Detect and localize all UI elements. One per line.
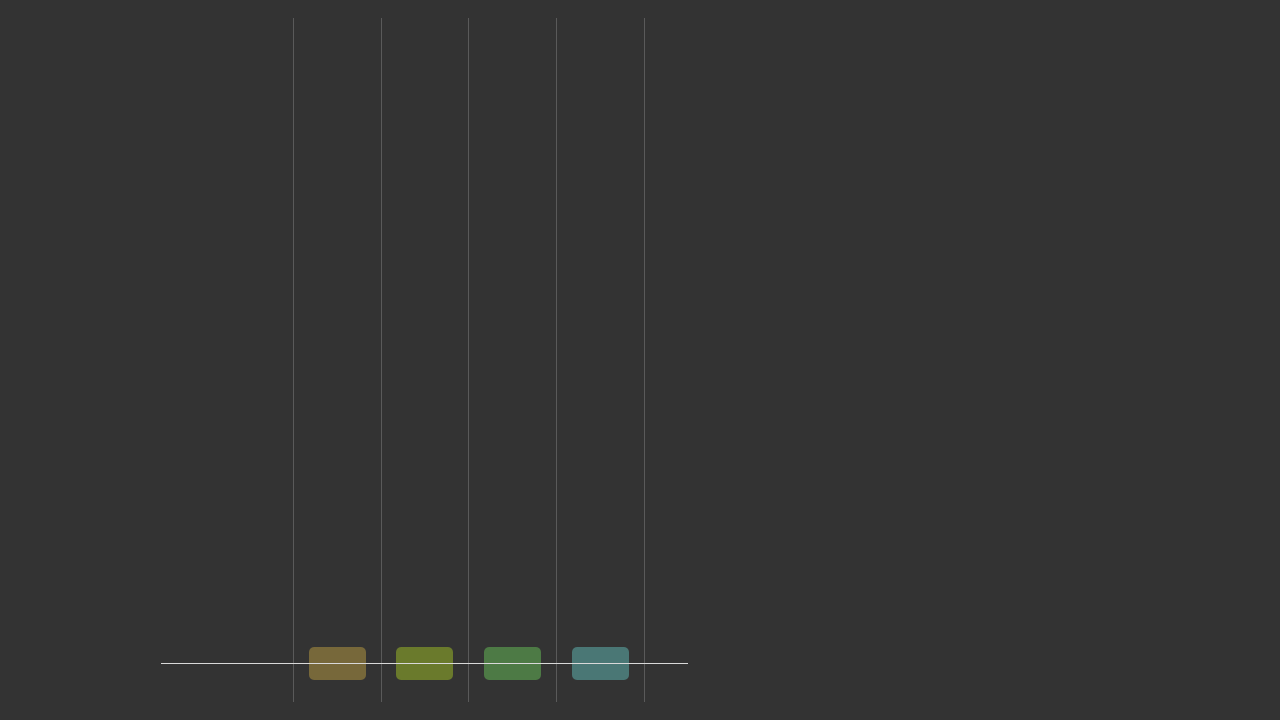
baseline — [161, 663, 688, 664]
gridline — [468, 18, 469, 702]
gridline — [644, 18, 645, 702]
gridline — [556, 18, 557, 702]
gridline — [293, 18, 294, 702]
gridline — [381, 18, 382, 702]
